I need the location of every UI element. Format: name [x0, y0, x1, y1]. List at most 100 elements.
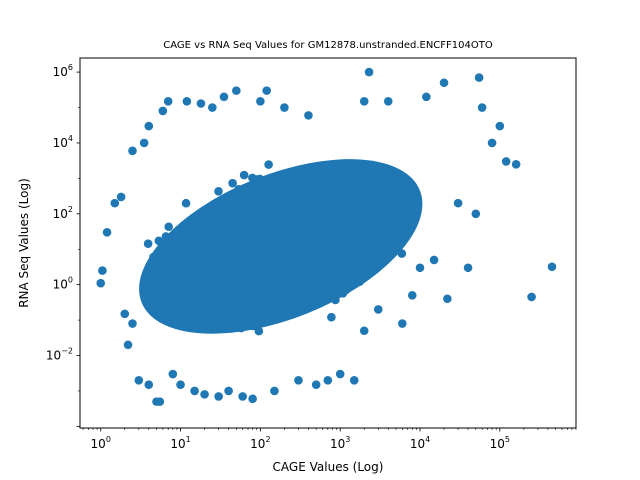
scatter-point: [159, 259, 169, 268]
scatter-point: [359, 209, 369, 219]
scatter-point: [221, 292, 231, 302]
scatter-point: [274, 273, 283, 283]
scatter-point: [359, 96, 369, 106]
scatter-point: [224, 386, 233, 396]
scatter-point: [234, 320, 243, 329]
scatter-point: [315, 250, 324, 260]
scatter-point: [316, 181, 326, 190]
scatter-point: [443, 294, 452, 304]
scatter-point: [185, 315, 195, 324]
scatter-point: [237, 286, 247, 296]
scatter-point: [270, 386, 279, 396]
scatter-point: [373, 305, 383, 314]
scatter-point: [318, 288, 328, 298]
scatter-point: [292, 290, 301, 300]
scatter-point: [102, 228, 112, 237]
scatter-point: [279, 308, 289, 317]
scatter-point: [345, 207, 354, 217]
scatter-point: [281, 243, 290, 253]
scatter-point: [179, 282, 189, 292]
scatter-point: [227, 275, 237, 285]
scatter-point: [282, 223, 291, 233]
scatter-point: [153, 276, 162, 285]
scatter-point: [355, 277, 364, 287]
scatter-point: [287, 261, 297, 271]
scatter-point: [198, 244, 208, 253]
scatter-point: [214, 231, 224, 240]
scatter-point: [256, 251, 266, 261]
scatter-point: [190, 386, 199, 396]
scatter-point: [233, 276, 243, 285]
scatter-point: [283, 280, 293, 290]
scatter-point: [471, 209, 481, 219]
scatter-point: [185, 253, 195, 263]
scatter-point: [164, 222, 173, 232]
scatter-point: [189, 269, 198, 279]
scatter-point: [143, 239, 153, 248]
scatter-point: [270, 232, 280, 241]
scatter-point: [235, 226, 245, 235]
scatter-point: [474, 73, 484, 82]
scatter-point: [267, 216, 277, 225]
scatter-point: [155, 397, 165, 406]
scatter-point: [311, 380, 321, 390]
scatter-point: [218, 315, 228, 325]
scatter-point: [289, 169, 299, 178]
scatter-point: [246, 255, 256, 265]
scatter-point: [326, 192, 335, 202]
scatter-point: [228, 178, 237, 188]
scatter-point: [249, 198, 259, 207]
scatter-point: [200, 390, 209, 399]
scatter-point: [195, 283, 204, 293]
scatter-point: [415, 263, 425, 273]
scatter-point: [527, 292, 536, 302]
scatter-point: [313, 263, 322, 273]
scatter-point: [299, 185, 309, 194]
scatter-point: [341, 260, 351, 270]
scatter-point: [341, 285, 351, 295]
scatter-point: [226, 230, 236, 239]
scatter-point: [168, 272, 177, 281]
scatter-point: [215, 203, 225, 212]
scatter-point: [268, 281, 277, 290]
scatter-point: [208, 103, 217, 112]
scatter-point: [154, 236, 164, 246]
scatter-point: [174, 288, 184, 297]
scatter-point: [259, 270, 269, 280]
y-tick-label: 10−2: [46, 347, 73, 363]
scatter-point: [266, 297, 276, 307]
scatter-point: [163, 96, 173, 106]
scatter-point: [322, 186, 331, 196]
scatter-point: [214, 297, 224, 307]
scatter-point: [319, 202, 328, 212]
scatter-point: [251, 232, 260, 242]
scatter-point: [256, 96, 265, 106]
scatter-point: [236, 299, 246, 308]
scatter-point: [238, 392, 247, 401]
scatter-point: [248, 173, 257, 183]
scatter-point: [325, 250, 334, 259]
scatter-point: [368, 178, 378, 188]
scatter-point: [501, 157, 511, 166]
scatter-point: [123, 340, 133, 350]
scatter-point: [128, 146, 137, 156]
scatter-point: [199, 315, 209, 325]
scatter-point: [211, 258, 221, 268]
scatter-point: [144, 380, 154, 390]
scatter-point: [272, 238, 281, 248]
scatter-point: [302, 178, 312, 188]
scatter-point: [266, 198, 276, 207]
scatter-point: [326, 269, 335, 278]
scatter-point: [158, 106, 168, 116]
scatter-point: [179, 231, 188, 241]
scatter-point: [336, 212, 346, 221]
scatter-point: [247, 219, 257, 228]
scatter-point: [383, 96, 393, 106]
y-axis: 10−2 100 102 104 106: [46, 63, 80, 427]
x-tick-label: 105: [490, 435, 510, 451]
scatter-point: [325, 234, 334, 244]
scatter-point: [205, 266, 215, 276]
scatter-point: [181, 198, 191, 208]
scatter-point: [220, 194, 229, 203]
scatter-point: [244, 192, 253, 202]
